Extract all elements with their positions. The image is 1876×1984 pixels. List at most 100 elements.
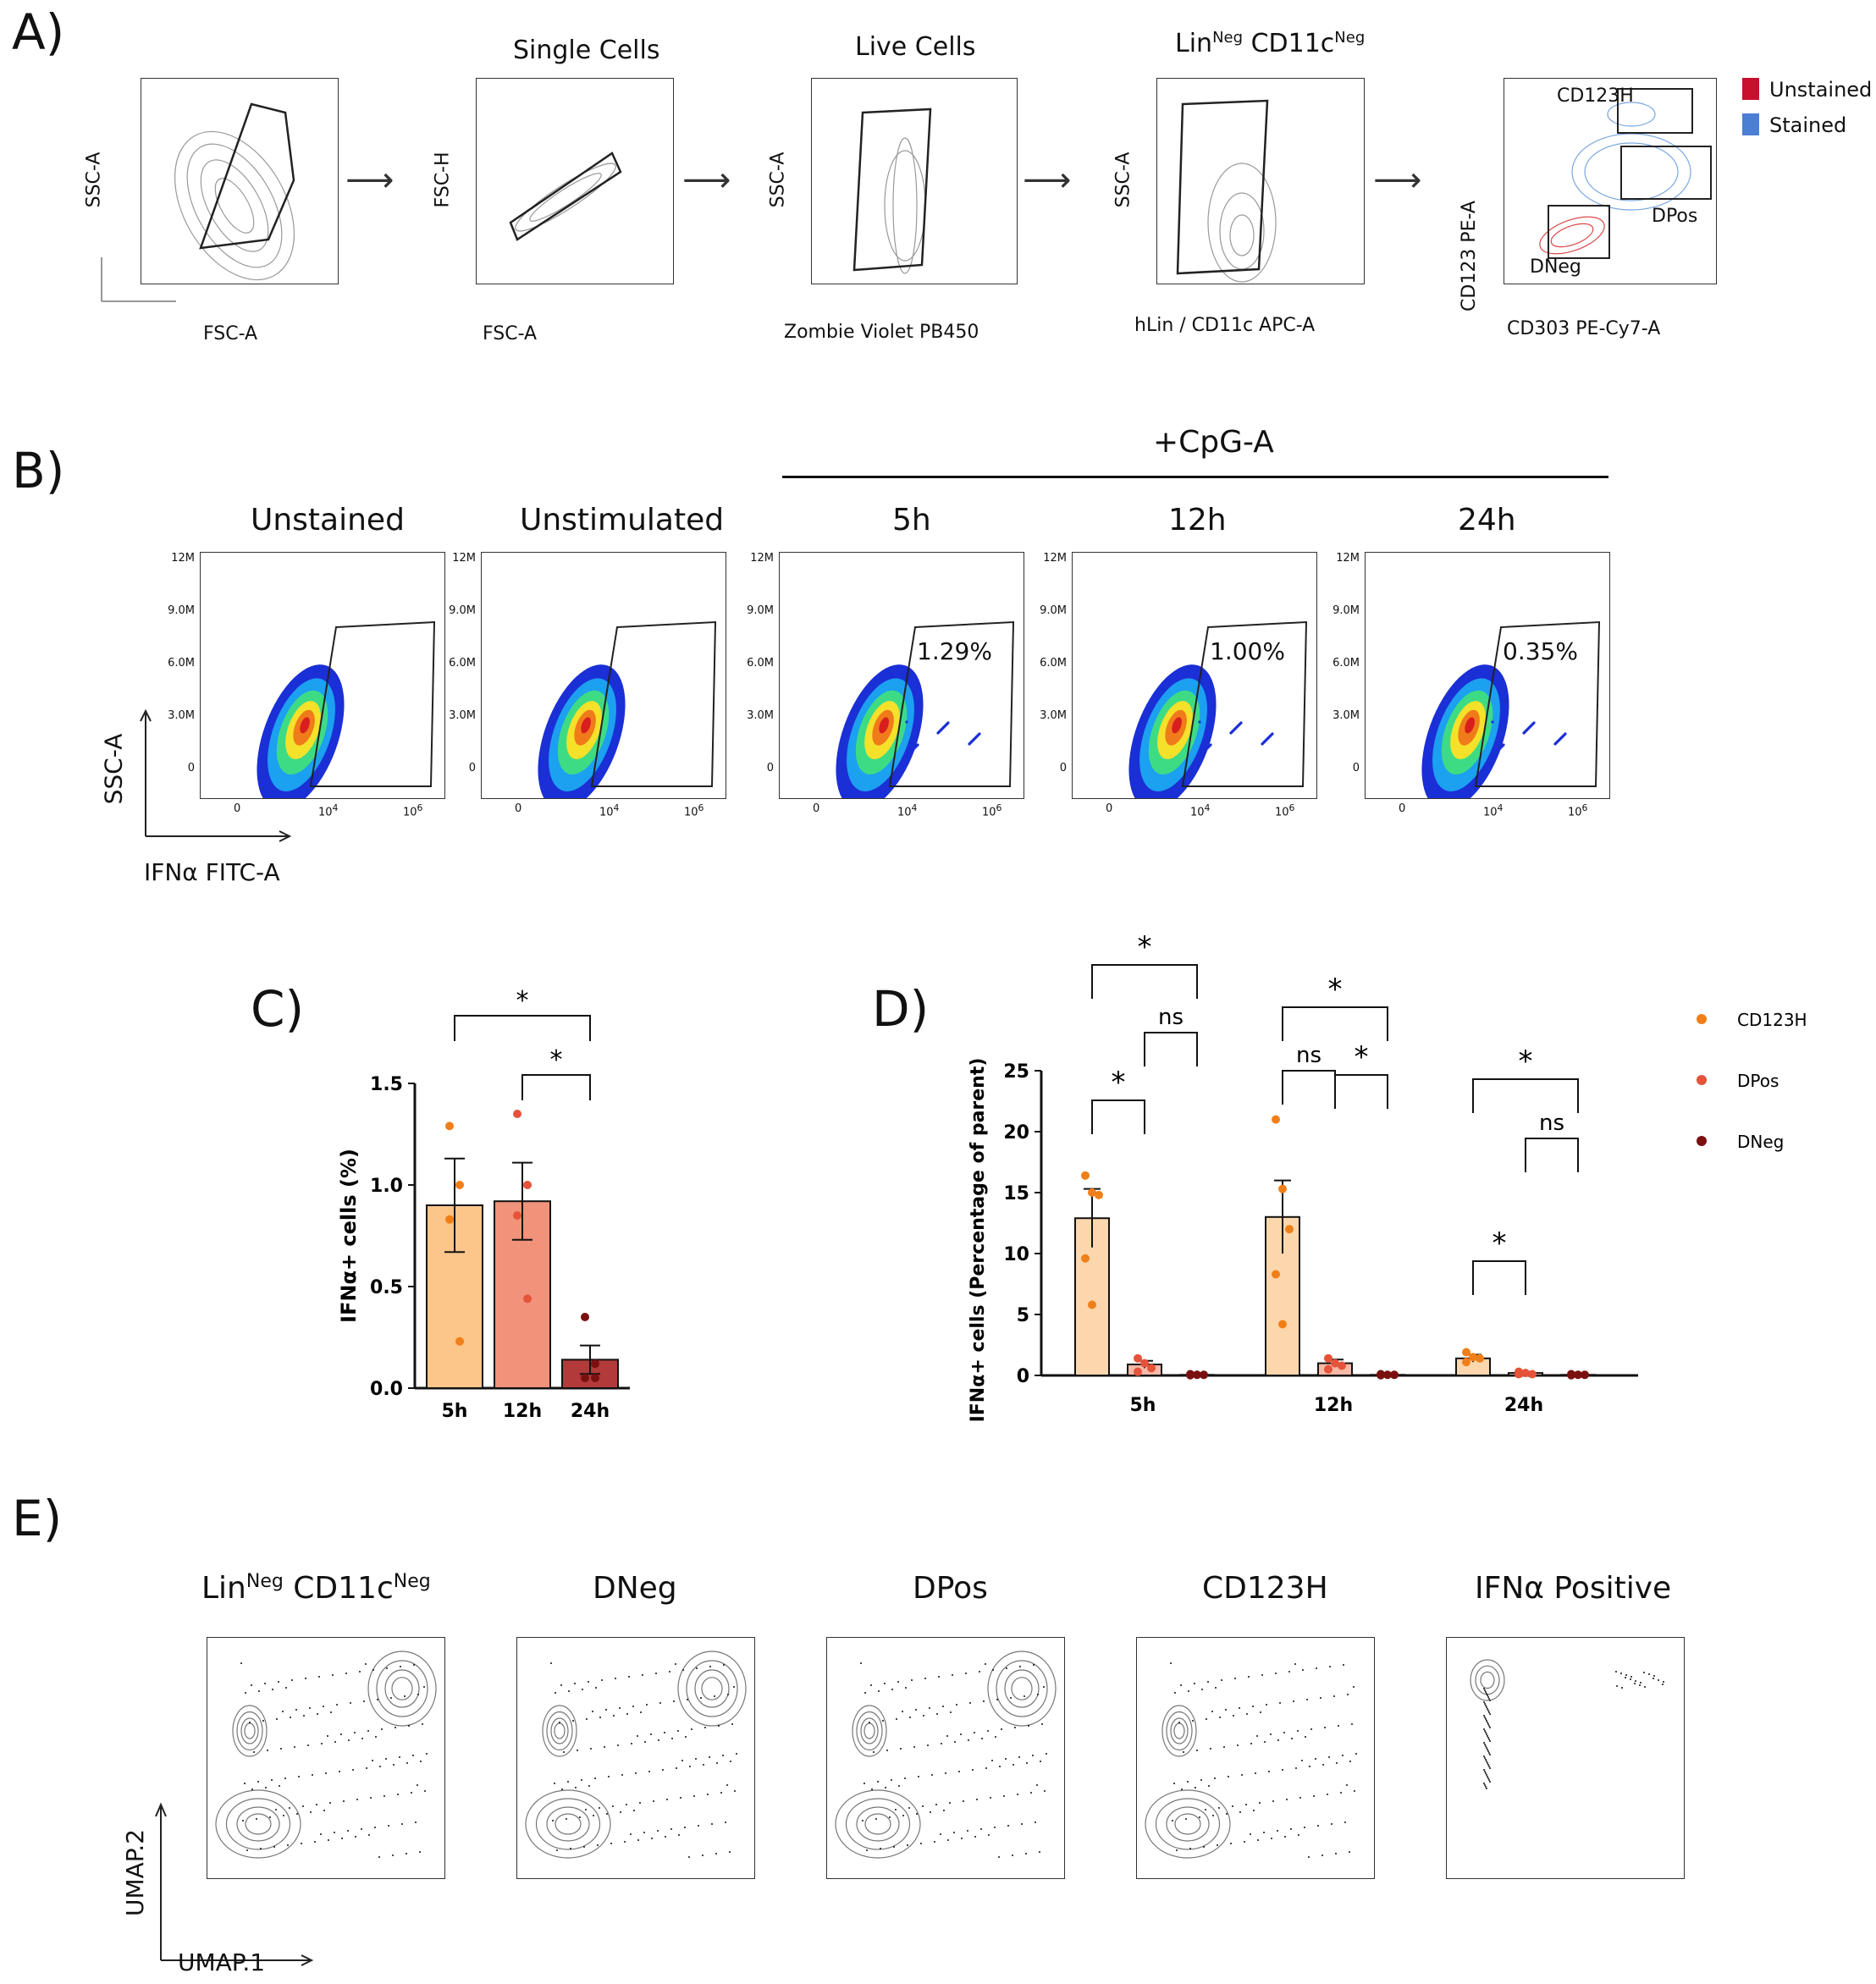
d-ytick-label: 20 <box>1003 1122 1029 1144</box>
e-point <box>711 1823 713 1825</box>
e-point <box>1037 1694 1039 1695</box>
legend-unstained-label: Unstained <box>1769 78 1873 102</box>
e-point <box>559 1722 560 1723</box>
b-density-level <box>1172 717 1182 734</box>
b-plot-3-pct: 1.29% <box>917 637 992 665</box>
e-contour <box>384 1669 420 1708</box>
e-point <box>356 1799 358 1800</box>
b-xtick-exponent: 4 <box>911 802 918 813</box>
e-point <box>1487 1708 1488 1710</box>
e-point <box>1486 1774 1487 1776</box>
e-point <box>909 1717 911 1718</box>
e-plot-5-svg <box>1470 1659 1664 1789</box>
e-point <box>935 1804 937 1805</box>
e-point <box>316 1804 317 1805</box>
e-point <box>734 1790 736 1792</box>
b-ytick: 3.0M <box>1040 709 1067 722</box>
e-point <box>1028 1725 1029 1727</box>
c-sig-bracket <box>521 1074 591 1100</box>
e-point <box>1025 1853 1027 1854</box>
e-point <box>860 1662 862 1664</box>
a-plot-4-title2-sup: Neg <box>1334 29 1366 47</box>
e-point <box>381 1728 383 1730</box>
e-point <box>722 1755 724 1756</box>
e-point <box>900 1748 902 1750</box>
e-point <box>1215 1687 1217 1689</box>
b-scatter-point <box>916 743 919 747</box>
e-point <box>1484 1757 1486 1759</box>
e-point <box>1214 1777 1216 1779</box>
e-point <box>361 1738 363 1739</box>
e-point <box>305 1678 306 1679</box>
b-xtick: 104 <box>1483 802 1504 819</box>
e-point <box>1489 1754 1491 1755</box>
e-point <box>678 1834 680 1836</box>
e-point <box>695 1758 697 1760</box>
arrow-icon: ⟶ <box>1023 161 1072 200</box>
e-point <box>325 1772 327 1774</box>
e-point <box>707 1794 709 1795</box>
e-point <box>367 1730 369 1732</box>
b-ytick: 6.0M <box>449 657 476 670</box>
e-point <box>1487 1735 1488 1737</box>
b-treatment-label: +CpG-A <box>1153 425 1274 460</box>
e-point <box>1239 1811 1241 1813</box>
e-point <box>924 1678 926 1679</box>
e-point <box>329 1802 331 1804</box>
e-point <box>350 1702 351 1704</box>
e-point <box>1487 1723 1489 1725</box>
e-plot-4 <box>1136 1637 1375 1879</box>
a-plot-2-ylabel: FSC-H <box>432 152 454 208</box>
e-point <box>265 1787 267 1788</box>
c-point <box>445 1215 454 1224</box>
d-point <box>1324 1364 1333 1374</box>
d-point <box>1581 1370 1589 1380</box>
e-point <box>1484 1744 1486 1745</box>
e-point <box>560 1684 562 1686</box>
e-point <box>976 1799 978 1800</box>
d-point <box>1285 1225 1294 1234</box>
e-point <box>650 1733 652 1735</box>
e-point <box>1305 1736 1306 1738</box>
e-contour <box>546 1711 573 1751</box>
e-point <box>898 1785 900 1787</box>
e-point <box>285 1687 287 1689</box>
e-point <box>1277 1739 1279 1741</box>
e-point <box>1225 1709 1227 1711</box>
e-point <box>662 1769 664 1771</box>
e-point <box>594 1777 596 1779</box>
e-point <box>1001 1728 1002 1730</box>
e-plot-1-title-main: Lin <box>201 1571 246 1606</box>
e-point <box>372 1669 374 1671</box>
e-point <box>1630 1678 1631 1680</box>
e-point <box>633 1810 635 1811</box>
e-point <box>891 1689 893 1690</box>
d-point <box>1567 1370 1575 1380</box>
e-point <box>583 1846 585 1848</box>
e-point <box>284 1777 286 1779</box>
e-point <box>568 1690 570 1692</box>
e-point <box>877 1781 879 1783</box>
e-point <box>1484 1689 1486 1691</box>
a-plot-4-ylabel: SSC-A <box>1112 152 1134 208</box>
e-point <box>1342 1755 1344 1756</box>
d-point <box>1272 1270 1280 1279</box>
a-plot-2-xlabel: FSC-A <box>483 323 538 344</box>
d-point <box>1521 1369 1530 1378</box>
e-point <box>974 1836 976 1838</box>
c-point <box>455 1181 464 1189</box>
c-point <box>591 1359 599 1369</box>
a-plot-4-title: LinNeg CD11cNeg <box>1175 29 1365 58</box>
e-point <box>586 1718 588 1720</box>
e-point <box>1486 1761 1487 1762</box>
e-point <box>424 1790 426 1792</box>
b-xtick: 106 <box>403 802 423 819</box>
e-point <box>577 1750 578 1751</box>
e-point <box>681 1760 683 1761</box>
d-point <box>1186 1370 1195 1380</box>
b-plot-1-gate <box>309 620 436 787</box>
e-ylabel: UMAP.2 <box>121 1828 150 1917</box>
e-point <box>864 1692 866 1694</box>
b-ytick: 9.0M <box>747 604 774 617</box>
b-ytick: 9.0M <box>1333 604 1360 617</box>
